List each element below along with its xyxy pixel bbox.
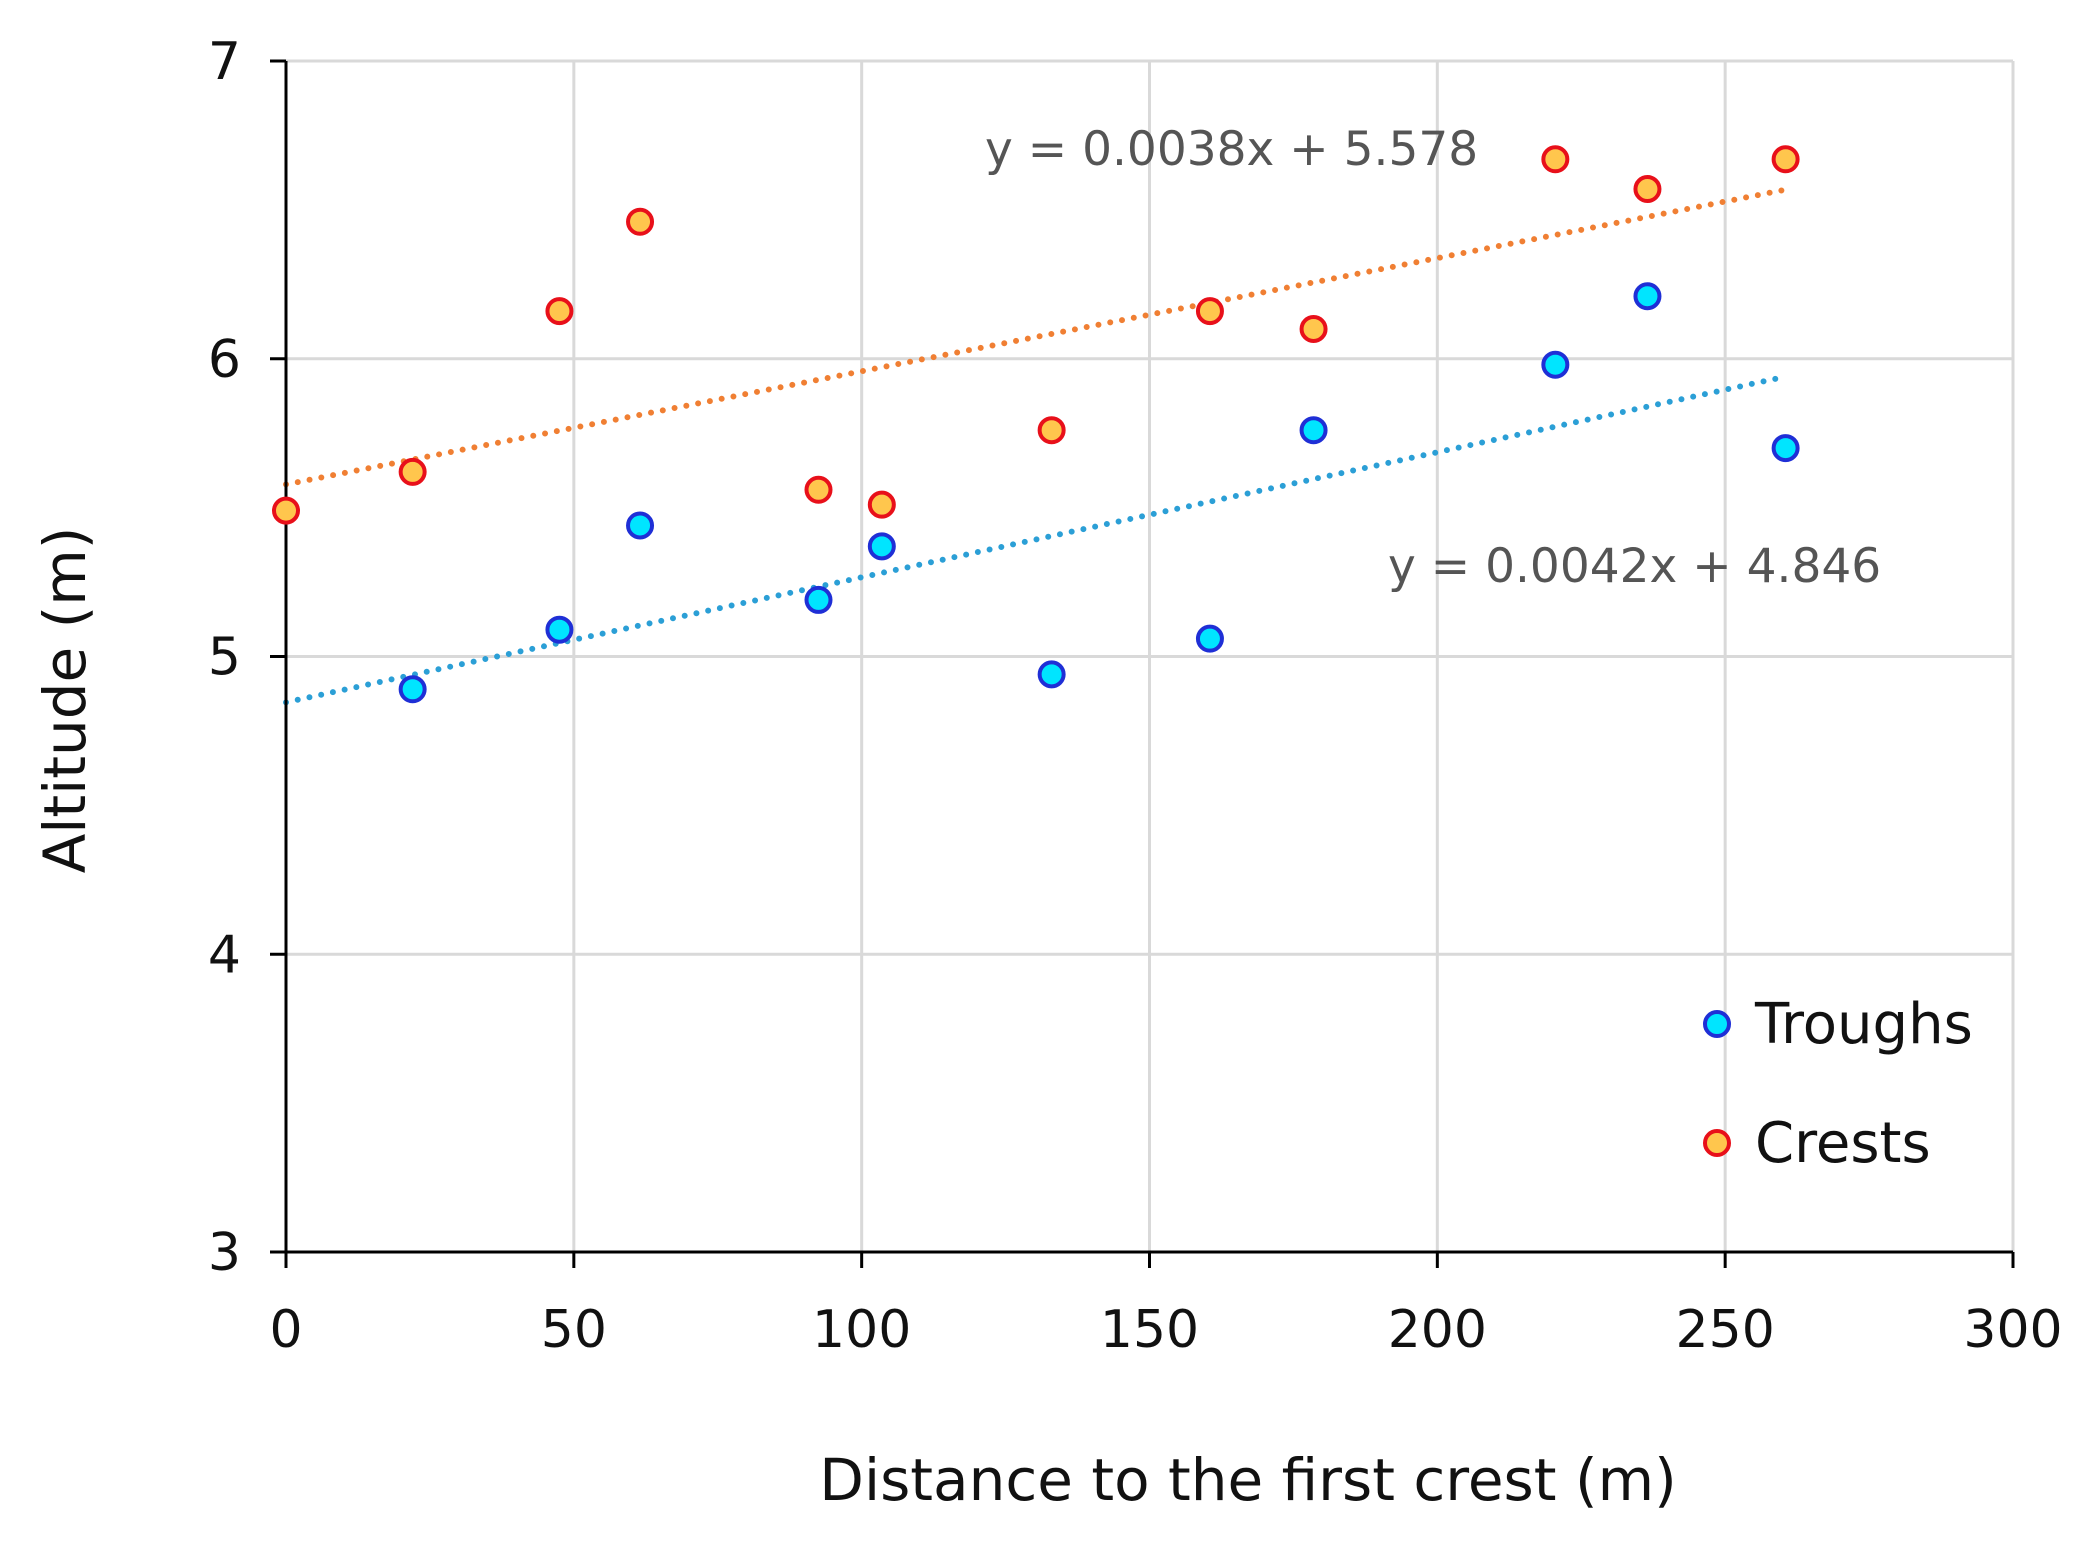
- legend: Troughs Crests: [1703, 992, 1973, 1176]
- crests-point: [1195, 297, 1224, 326]
- crests-point: [272, 496, 300, 525]
- troughs-trend-equation: y = 0.0042x + 4.846: [1388, 539, 1881, 594]
- crests-point: [867, 490, 896, 519]
- crests-point: [804, 475, 833, 504]
- ticks: 0 50 100 150 200 250 300 3 4 5 6 7: [208, 32, 2063, 1360]
- x-axis-title: Distance to the first crest (m): [819, 1446, 1676, 1514]
- crests-point: [1299, 314, 1328, 343]
- y-tick-label: 7: [208, 32, 241, 92]
- crests-point: [1633, 175, 1662, 204]
- legend-troughs-label: Troughs: [1754, 992, 1973, 1057]
- legend-troughs-marker: [1703, 1010, 1731, 1038]
- crests-point: [398, 457, 427, 486]
- troughs-point: [1299, 416, 1328, 445]
- troughs-point: [545, 615, 574, 644]
- y-tick-label: 5: [208, 628, 241, 688]
- crests-point: [626, 207, 655, 236]
- crests-trend-equation: y = 0.0038x + 5.578: [985, 122, 1478, 177]
- crests-point: [1771, 145, 1800, 174]
- crests-point: [545, 297, 574, 326]
- troughs-point: [1633, 282, 1662, 311]
- data-points: [272, 145, 1800, 704]
- troughs-point: [626, 511, 655, 540]
- legend-crests-label: Crests: [1755, 1111, 1931, 1176]
- troughs-trendline: [283, 374, 1786, 706]
- troughs-point: [804, 585, 833, 614]
- y-tick-label: 3: [208, 1223, 241, 1283]
- legend-crests-marker: [1703, 1129, 1731, 1157]
- x-tick-label: 50: [541, 1300, 607, 1360]
- troughs-point: [867, 532, 896, 561]
- y-axis-title: Altitude (m): [31, 527, 99, 874]
- x-tick-label: 100: [812, 1300, 911, 1360]
- y-tick-label: 4: [208, 925, 241, 985]
- crests-point: [1541, 145, 1570, 174]
- crests-point: [1037, 416, 1066, 445]
- x-tick-label: 300: [1963, 1300, 2062, 1360]
- y-tick-label: 6: [208, 330, 241, 390]
- gridlines: [286, 59, 2015, 1252]
- troughs-point: [1541, 350, 1570, 379]
- troughs-point: [398, 675, 427, 704]
- x-tick-label: 200: [1388, 1300, 1487, 1360]
- x-tick-label: 0: [269, 1300, 302, 1360]
- trendlines: [283, 187, 1786, 706]
- crests-trendline: [283, 187, 1786, 488]
- x-tick-label: 150: [1100, 1300, 1199, 1360]
- troughs-point: [1195, 624, 1224, 653]
- x-tick-label: 250: [1676, 1300, 1775, 1360]
- troughs-point: [1037, 660, 1066, 689]
- troughs-point: [1771, 434, 1800, 463]
